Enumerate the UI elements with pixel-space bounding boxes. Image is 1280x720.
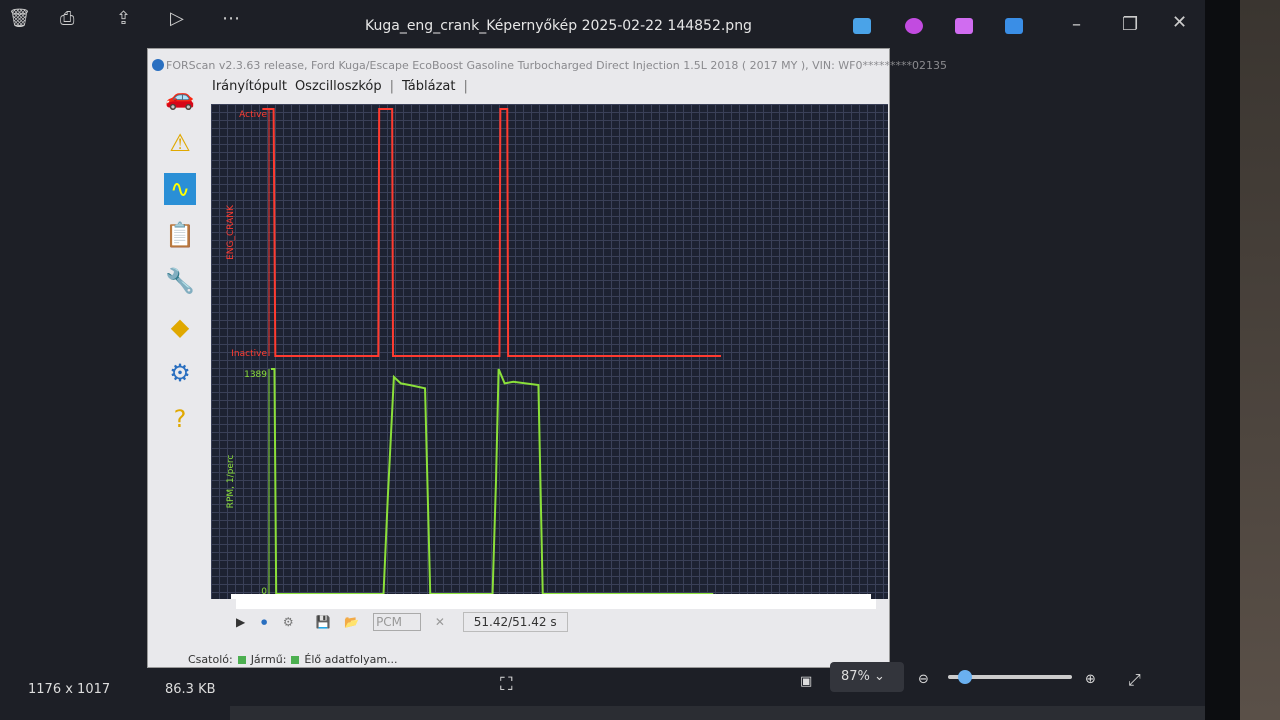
taskbar [230,706,1210,720]
restore-icon[interactable]: ❐ [1122,14,1139,35]
zoom-value: 87% [841,669,870,684]
close-icon[interactable]: ✕ [1172,12,1188,33]
fit-icon[interactable]: ⛶ [500,674,513,695]
open-icon[interactable]: 📂 [344,615,360,629]
forscan-logo-icon [152,59,164,71]
vehicle-status-icon [291,655,300,664]
tab-separator: | [463,79,468,94]
forscan-title: FORScan v2.3.63 release, Ford Kuga/Escap… [166,59,948,72]
interface-status-icon [237,655,246,664]
onedrive-icon[interactable] [1005,18,1023,34]
vehicle-info-icon[interactable]: 🚗 [165,83,195,111]
minimize-icon[interactable]: – [1072,14,1081,35]
stop-icon[interactable]: ⏺ [261,615,268,629]
zoom-in-icon[interactable]: ⊕ [1085,672,1096,687]
window-title: Kuga_eng_crank_Képernyőkép 2025-02-22 14… [365,18,752,34]
x-axis-band [231,594,871,599]
time-scrollbar[interactable] [236,599,876,609]
series-name-label: ENG_CRANK [226,204,236,260]
module-select[interactable]: PCM [373,613,422,631]
interface-label: Csatoló: [188,653,233,666]
tab-bar: Irányítópult Oszcilloszkóp | Táblázat | [212,79,468,94]
tests-icon[interactable]: 📋 [165,221,195,249]
series-name-label: RPM, 1/perc [226,455,236,509]
tab-dashboard[interactable]: Irányítópult [212,79,287,94]
tab-table[interactable]: Táblázat [401,79,456,94]
zoom-slider-thumb[interactable] [958,670,972,684]
fullscreen-icon[interactable]: ⤢ [1128,670,1141,689]
tab-oscilloscope[interactable]: Oszcilloszkóp [294,79,382,94]
service-icon[interactable]: 🔧 [165,267,195,295]
settings-icon[interactable]: ⚙ [169,359,191,387]
sidebar: 🚗 ⚠ ∿ 📋 🔧 ◆ ⚙ ? [156,77,208,445]
zoom-select[interactable]: 87% ⌄ [830,662,904,692]
viewer-toolbar: 🗑 ⎙ ⇪ ▷ ⋯ Kuga_eng_crank_Képernyőkép 202… [0,0,1210,50]
clear-icon[interactable]: ✕ [434,615,445,629]
y-tick-label: Active [239,110,267,120]
settings-gear-icon[interactable]: ⚙ [282,615,294,629]
playback-controls: ▶ ⏺ ⚙ 💾 📂 PCM ✕ 51.42/51.42 s [236,612,568,632]
play-icon[interactable]: ▶ [236,615,246,629]
dtc-icon[interactable]: ⚠ [169,129,191,157]
series-line-eng-crank [262,108,722,357]
y-tick-label: 1389 [244,370,267,380]
more-icon[interactable]: ⋯ [222,8,240,29]
stream-status: Élő adatfolyam... [304,653,398,666]
print-icon[interactable]: ⎙ [60,8,75,29]
dimensions: 1176 x 1017 [28,682,111,697]
designer-icon[interactable] [955,18,973,34]
paint-icon[interactable] [905,18,923,34]
edit-icon[interactable] [853,18,871,34]
screenshot-icon[interactable]: ▣ [800,674,813,689]
series-line-rpm-perc [271,368,714,595]
time-readout: 51.42/51.42 s [462,612,568,632]
zoom-slider[interactable] [948,670,1072,684]
save-icon[interactable]: 💾 [315,615,331,629]
vehicle-label: Jármű: [250,653,287,666]
share-icon[interactable]: ⇪ [116,8,132,29]
zoom-out-icon[interactable]: ⊖ [918,672,929,687]
help-icon[interactable]: ? [173,405,187,433]
file-size: 86.3 KB [165,682,216,697]
y-tick-label: 0 [261,587,267,597]
slideshow-icon[interactable]: ▷ [170,8,184,29]
delete-icon[interactable]: 🗑 [8,8,31,29]
viewer-bottom-bar: 1176 x 1017 86.3 KB ⛶ ▣ 87% ⌄ ⊖ ⊕ ⤢ [0,662,1210,706]
forscan-window: FORScan v2.3.63 release, Ford Kuga/Escap… [147,48,947,668]
oscilloscope-icon[interactable]: ∿ [160,169,200,209]
status-bar: Csatoló: Jármű: Élő adatfolyam... [188,653,398,666]
y-tick-label: Inactive [231,349,267,359]
configuration-icon[interactable]: ◆ [170,313,190,341]
tab-separator: | [389,79,394,94]
background [1240,0,1280,720]
